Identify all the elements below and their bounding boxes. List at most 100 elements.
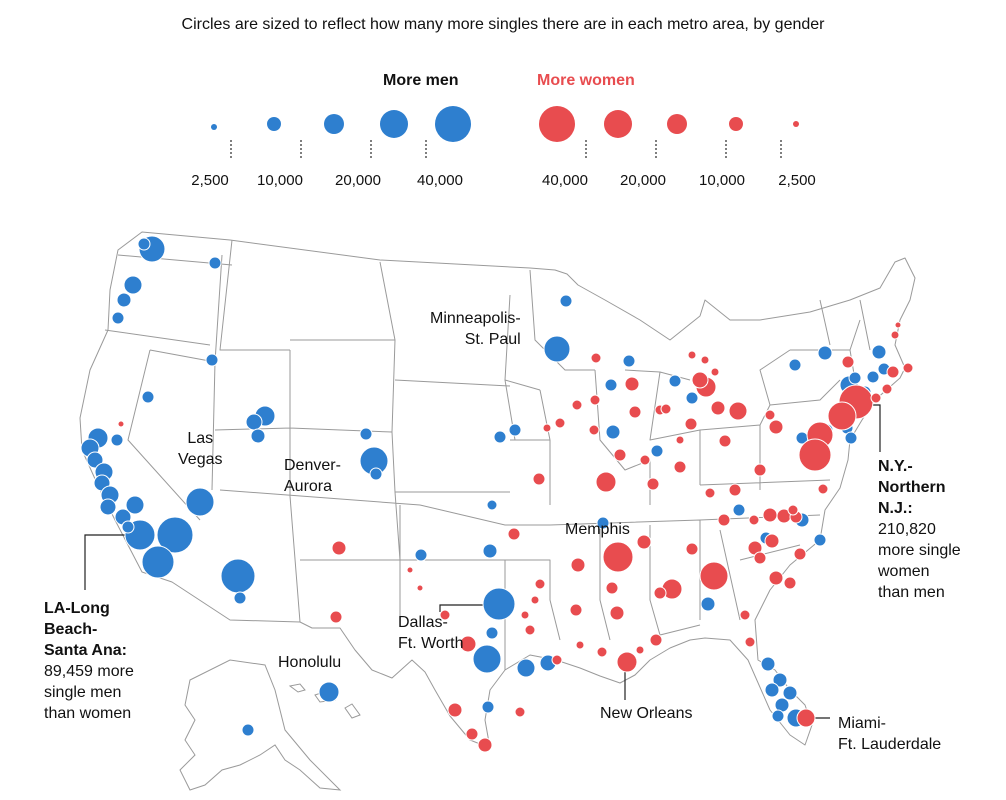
metro-bubble-more-women-98 <box>764 533 780 549</box>
metro-bubble-more-women-112 <box>459 635 477 653</box>
metro-bubble-more-men-74 <box>844 431 858 445</box>
metro-bubble-more-women-156 <box>687 350 697 360</box>
metro-bubble-more-women-141 <box>660 403 672 415</box>
metro-bubble-more-men-24 <box>220 558 256 594</box>
metro-bubble-more-women-100 <box>753 551 767 565</box>
metro-bubble-more-women-153 <box>639 454 651 466</box>
metro-bubble-more-women-160 <box>890 330 900 340</box>
label-las-vegas: Las Vegas <box>178 430 223 468</box>
metro-bubble-more-women-111 <box>569 603 583 617</box>
metro-bubble-more-women-128 <box>728 483 742 497</box>
metro-bubble-more-men-57 <box>760 656 776 672</box>
metro-bubble-more-women-120 <box>624 376 640 392</box>
metro-bubble-more-women-142 <box>596 646 608 658</box>
metro-bubble-more-men-37 <box>516 658 536 678</box>
metro-bubble-more-women-118 <box>507 527 521 541</box>
metro-bubble-more-men-58 <box>772 672 788 688</box>
metro-bubble-more-women-145 <box>439 609 451 621</box>
metro-bubble-more-women-110 <box>649 633 663 647</box>
metro-bubble-more-men-55 <box>813 533 827 547</box>
label-honolulu: Honolulu <box>278 654 342 671</box>
metro-bubble-more-women-88 <box>595 471 617 493</box>
metro-bubble-more-men-39 <box>482 543 498 559</box>
metro-bubble-more-women-92 <box>710 400 726 416</box>
metro-bubble-more-men-47 <box>622 354 636 368</box>
metro-bubble-more-women-113 <box>447 702 463 718</box>
metro-bubble-more-women-117 <box>329 610 343 624</box>
legend-men-circle-1 <box>211 124 217 130</box>
metro-bubble-more-men-63 <box>771 709 785 723</box>
metro-bubble-more-women-126 <box>673 460 687 474</box>
label-minneapolis: Minneapolis- St. Paul <box>430 310 521 348</box>
metro-bubble-more-men-46 <box>604 378 618 392</box>
metro-bubble-more-women-136 <box>588 424 600 436</box>
metro-bubble-more-men-43 <box>241 723 255 737</box>
metro-bubble-more-women-135 <box>554 417 566 429</box>
chart-title: Circles are sized to reflect how many mo… <box>181 16 825 33</box>
legend-women-circle-2 <box>604 110 632 138</box>
metro-bubble-more-women-86 <box>616 651 638 673</box>
metro-bubble-more-women-162 <box>117 420 125 428</box>
dallas-leader <box>439 604 498 612</box>
legend-men-value-2: 10,000 <box>257 172 303 189</box>
legend-men-circle-2 <box>267 117 281 131</box>
metro-bubble-more-women-91 <box>691 371 709 389</box>
metro-bubble-more-men-32 <box>543 335 571 363</box>
metro-bubble-more-men-21 <box>141 545 175 579</box>
legend-women-circle-3 <box>667 114 687 134</box>
metro-bubble-more-men-20 <box>156 516 194 554</box>
metro-bubble-more-women-157 <box>764 409 776 421</box>
metro-bubble-more-men-25 <box>233 591 247 605</box>
metro-bubble-more-women-161 <box>894 321 902 329</box>
metro-bubble-more-men-23 <box>185 487 215 517</box>
la-leader <box>84 534 128 590</box>
label-denver: Denver- Aurora <box>284 457 341 495</box>
metro-bubble-more-women-123 <box>684 417 698 431</box>
legend-men-value-4: 40,000 <box>417 172 463 189</box>
metro-bubble-more-women-87 <box>796 708 816 728</box>
metro-bubble-more-women-95 <box>762 507 778 523</box>
metro-bubble-more-women-116 <box>331 540 347 556</box>
legend-women-circle-5 <box>793 121 799 127</box>
metro-bubble-more-women-167 <box>575 640 585 650</box>
metro-bubble-more-women-104 <box>685 542 699 556</box>
metro-bubble-more-men-51 <box>685 391 699 405</box>
metro-bubble-more-men-56 <box>700 596 716 612</box>
metro-bubble-more-women-108 <box>570 557 586 573</box>
metro-bubble-more-men-45 <box>493 430 507 444</box>
metro-bubble-more-men-42 <box>318 681 340 703</box>
metro-bubble-more-women-109 <box>605 581 619 595</box>
alaska-outline <box>179 659 342 791</box>
legend-more-women-label: More women <box>537 72 635 89</box>
metro-bubble-more-women-163 <box>406 566 414 574</box>
metro-bubble-more-men-22 <box>121 520 135 534</box>
legend-women-value-2: 20,000 <box>620 172 666 189</box>
metro-bubble-more-women-144 <box>534 578 546 590</box>
metro-bubble-more-men-59 <box>764 682 780 698</box>
metro-bubble-more-men-18 <box>110 433 124 447</box>
metro-bubble-more-women-159 <box>704 487 716 499</box>
metro-bubble-more-women-127 <box>753 463 767 477</box>
metro-bubble-more-women-133 <box>870 392 882 404</box>
metro-bubble-more-men-36 <box>485 626 499 640</box>
metro-bubble-more-women-107 <box>609 605 625 621</box>
metro-bubble-more-women-140 <box>675 435 685 445</box>
metro-bubble-more-men-17 <box>125 495 145 515</box>
legend-women-value-1: 40,000 <box>542 172 588 189</box>
metro-bubble-more-women-146 <box>514 706 526 718</box>
metro-bubble-more-men-65 <box>848 371 862 385</box>
legend-men-value-1: 2,500 <box>191 172 229 189</box>
metro-bubble-more-women-101 <box>793 547 807 561</box>
metro-bubble-more-women-105 <box>636 534 652 550</box>
metro-bubble-more-men-8 <box>141 390 155 404</box>
metro-bubble-more-women-121 <box>628 405 642 419</box>
metro-bubble-more-men-2 <box>137 237 151 251</box>
metro-bubble-more-women-138 <box>589 394 601 406</box>
metro-bubble-more-men-28 <box>250 428 266 444</box>
metro-bubble-more-men-41 <box>481 700 495 714</box>
metro-bubble-more-men-70 <box>866 370 880 384</box>
metro-bubble-more-men-4 <box>123 275 143 295</box>
metro-bubble-more-men-27 <box>245 413 263 431</box>
metro-bubble-more-women-122 <box>718 434 732 448</box>
